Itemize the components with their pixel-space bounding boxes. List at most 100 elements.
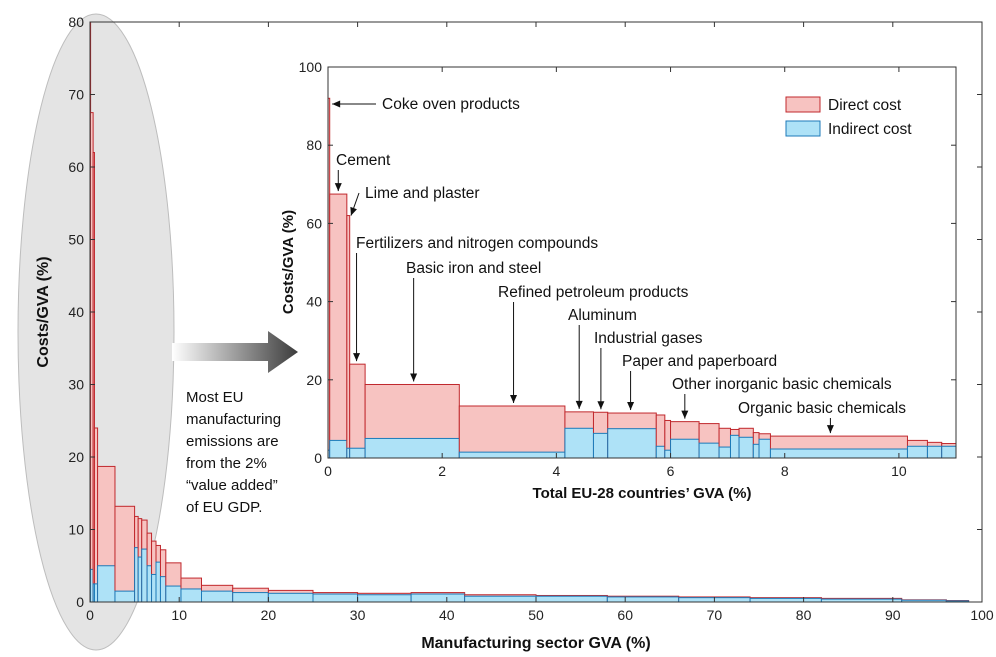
inset-indirect-bar	[670, 438, 700, 459]
inset-direct-bar	[349, 363, 366, 459]
annotation-arrowhead	[597, 401, 605, 410]
inset-y-tick-label: 20	[306, 372, 322, 388]
inset-y-tick-label: 100	[299, 59, 323, 75]
main-y-tick-label: 50	[68, 232, 84, 248]
inset-annotations: Coke oven products Cement Lime and plaster…	[332, 96, 906, 434]
main-indirect-bar	[151, 573, 157, 603]
annotation-label: Coke oven products	[382, 96, 520, 113]
main-y-axis-label: Costs/GVA (%)	[35, 256, 52, 367]
annotation-label: Lime and plaster	[365, 185, 480, 202]
main-indirect-bar	[97, 565, 116, 603]
main-indirect-bar	[159, 576, 167, 603]
inset-indirect-bar	[769, 448, 908, 459]
inset-direct-bar	[458, 405, 566, 459]
main-y-tick-label: 60	[68, 159, 84, 175]
main-y-tick-label: 70	[68, 87, 84, 103]
main-indirect-bar	[201, 590, 234, 603]
annotation-arrowhead	[575, 400, 583, 409]
annotation-arrowhead	[410, 373, 418, 382]
inset-indirect-bar	[364, 437, 460, 459]
inset-y-tick-label: 80	[306, 137, 322, 153]
main-x-tick-label: 90	[885, 607, 901, 623]
zoom-arrow	[172, 331, 298, 373]
legend-swatch-direct	[785, 96, 821, 113]
inset-y-tick-label: 40	[306, 294, 322, 310]
inset-indirect-bar	[458, 451, 566, 459]
main-y-tick-label: 0	[76, 594, 84, 610]
annotation-label: Cement	[336, 152, 391, 169]
annotation-label: Industrial gases	[594, 330, 703, 347]
inset-indirect-bar	[758, 438, 771, 459]
main-indirect-bar	[267, 592, 314, 603]
annotation-arrowhead	[332, 100, 341, 108]
inset-indirect-bar	[592, 432, 609, 459]
main-x-tick-label: 60	[617, 607, 633, 623]
main-chart: 0 10 20 30 40 50 60 70 80 90 10001020304050607080 …	[17, 13, 994, 652]
inset-indirect-bar	[729, 434, 740, 459]
inset-y-tick-label: 0	[314, 450, 322, 466]
annotation-arrowhead	[681, 410, 689, 419]
main-indirect-bar	[146, 565, 153, 603]
inset-indirect-bar	[349, 447, 366, 459]
summary-note: Most EU manufacturing emissions are from th…	[186, 389, 281, 516]
inset-direct-bar	[329, 193, 348, 459]
main-y-tick-label: 80	[68, 14, 84, 30]
main-x-tick-label: 80	[796, 607, 812, 623]
main-y-tick-label: 40	[68, 304, 84, 320]
legend-label-direct: Direct cost	[828, 97, 902, 114]
annotation-label: Fertilizers and nitrogen compounds	[356, 235, 598, 252]
inset-x-axis-label: Total EU-28 countries’ GVA (%)	[533, 485, 752, 502]
inset-indirect-bar	[752, 443, 760, 459]
legend-swatch-indirect	[785, 120, 821, 137]
inset-x-tick-label: 8	[781, 463, 789, 479]
annotation-label: Refined petroleum products	[498, 284, 689, 301]
main-indirect-bar	[114, 590, 136, 603]
annotation-label: Aluminum	[568, 307, 637, 324]
main-indirect-bar	[357, 594, 412, 603]
legend: Direct cost Indirect cost	[785, 96, 912, 138]
inset-indirect-bar	[718, 446, 731, 459]
annotation-label: Paper and paperboard	[622, 353, 777, 370]
inset-x-tick-label: 4	[552, 463, 560, 479]
inset-indirect-bar	[329, 439, 348, 459]
main-indirect-bar	[606, 596, 680, 603]
main-indirect-bar	[312, 593, 359, 603]
main-indirect-bar	[180, 588, 202, 603]
inset-x-tick-label: 6	[667, 463, 675, 479]
main-indirect-bar	[410, 593, 466, 603]
inset-indirect-bar	[738, 436, 754, 459]
main-indirect-bar	[137, 556, 143, 603]
main-indirect-bar	[535, 595, 608, 603]
inset-indirect-bar	[564, 427, 594, 459]
main-y-tick-label: 10	[68, 522, 84, 538]
highlight-ellipse	[17, 13, 175, 651]
main-x-tick-label: 10	[171, 607, 187, 623]
main-indirect-bar	[464, 595, 537, 603]
inset-indirect-bar	[698, 442, 720, 459]
inset-y-axis-label: Costs/GVA (%)	[280, 210, 297, 314]
main-y-tick-label: 30	[68, 377, 84, 393]
inset-indirect-bar	[941, 445, 957, 459]
annotation-label: Other inorganic basic chemicals	[672, 376, 892, 393]
inset-x-tick-label: 0	[324, 463, 332, 479]
inset-indirect-bar	[906, 445, 928, 459]
annotation-arrowhead	[350, 206, 357, 216]
inset-y-tick-label: 60	[306, 215, 322, 231]
annotation-label: Organic basic chemicals	[738, 400, 906, 417]
annotation-arrowhead	[510, 394, 518, 403]
main-indirect-bar	[134, 547, 139, 603]
main-indirect-bar	[155, 561, 161, 603]
annotation-arrowhead	[353, 353, 361, 362]
inset-plot-frame	[327, 66, 957, 459]
main-y-tick-label: 20	[68, 449, 84, 465]
annotation-arrowhead	[826, 425, 834, 434]
inset-indirect-bar	[607, 428, 657, 459]
main-x-axis-label: Manufacturing sector GVA (%)	[421, 635, 650, 652]
annotation-arrowhead	[627, 402, 635, 411]
main-x-tick-label: 30	[350, 607, 366, 623]
main-x-tick-label: 70	[707, 607, 723, 623]
